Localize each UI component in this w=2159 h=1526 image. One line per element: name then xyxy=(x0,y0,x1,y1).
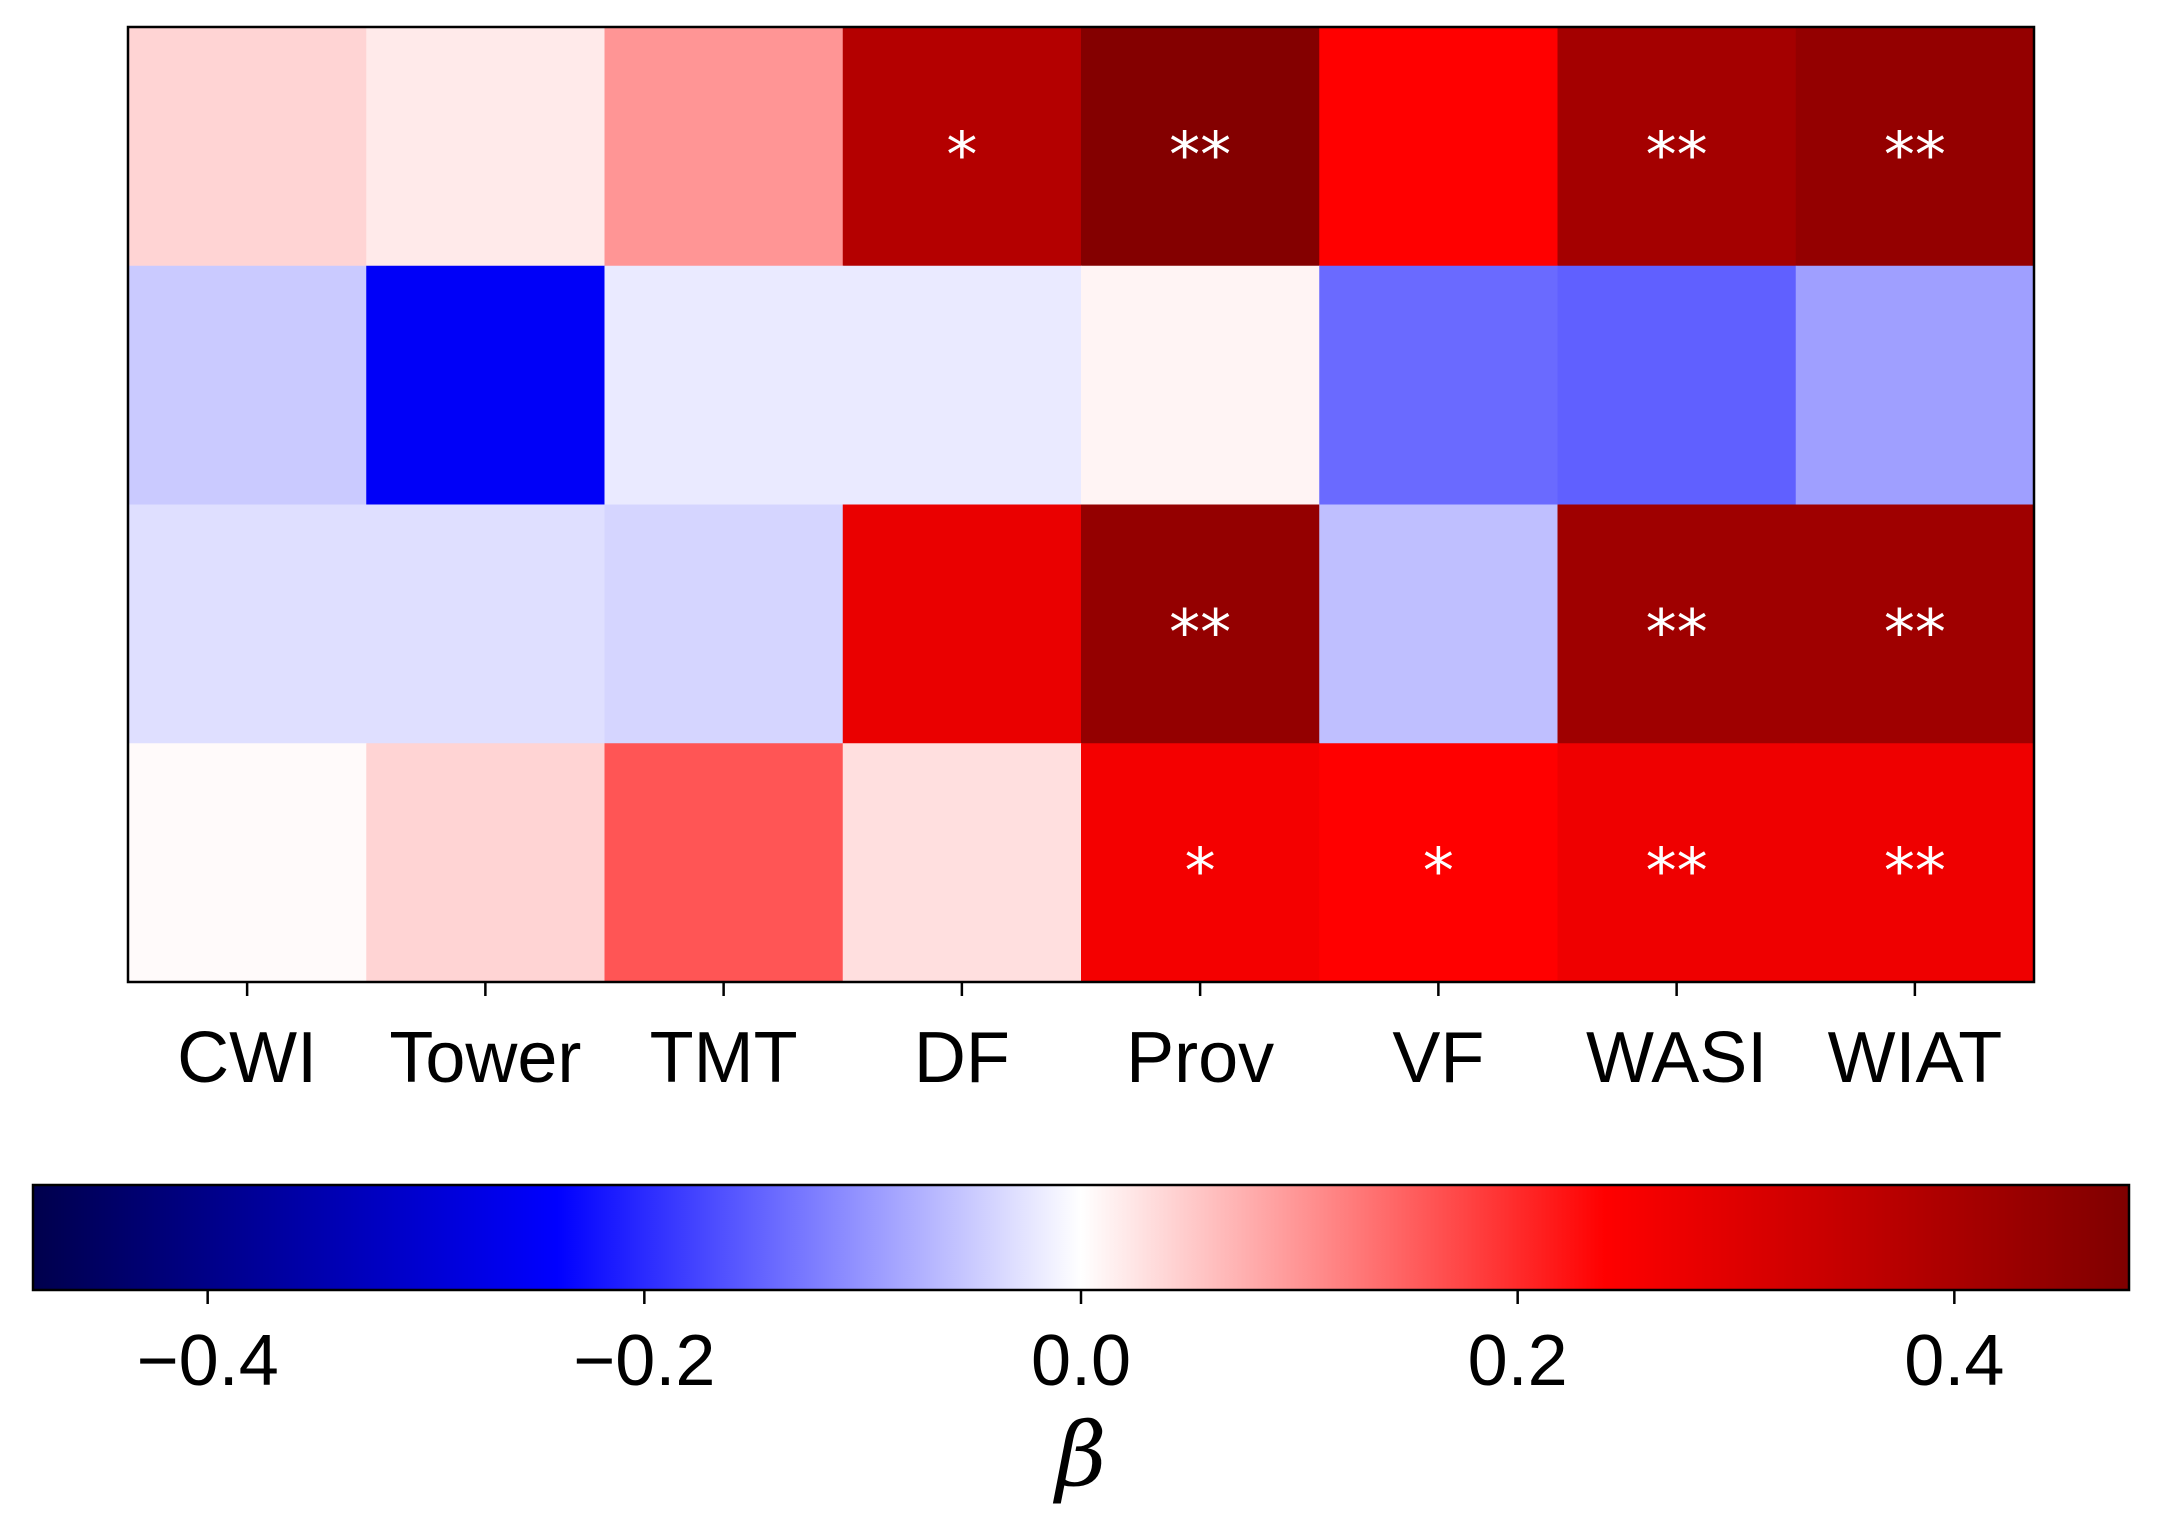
colorbar-tick-label: −0.4 xyxy=(137,1321,279,1401)
heatmap-cell xyxy=(1795,27,2035,267)
significance-marker: ** xyxy=(1884,118,1946,191)
colorbar-tick-label: 0.0 xyxy=(1031,1321,1131,1401)
heatmap-cell xyxy=(604,743,844,983)
heatmap-cell xyxy=(1557,743,1797,983)
heatmap-cell xyxy=(128,743,367,983)
significance-markers: * ** ** **** ** *** * ** ** xyxy=(946,118,1946,907)
heatmap-cell xyxy=(1081,743,1320,983)
significance-marker: ** xyxy=(1169,596,1231,669)
colorbar-tick-label: 0.2 xyxy=(1468,1321,1568,1401)
heatmap-cells xyxy=(128,27,2035,983)
colorbar xyxy=(31,1183,2131,1292)
heatmap-cell xyxy=(366,504,606,744)
heatmap-cell xyxy=(366,27,606,267)
significance-marker: * xyxy=(946,118,977,191)
colorbar-ticks xyxy=(206,1290,1956,1304)
heatmap-cell xyxy=(1319,743,1559,983)
heatmap-cell xyxy=(604,504,844,744)
significance-marker: ** xyxy=(1884,835,1946,908)
heatmap-cell xyxy=(366,265,606,506)
heatmap-cell xyxy=(842,743,1082,983)
heatmap-cell xyxy=(1795,265,2035,506)
heatmap-cell xyxy=(1557,504,1797,744)
heatmap-cell xyxy=(842,265,1082,506)
significance-marker: ** xyxy=(1884,596,1946,669)
significance-marker: ** xyxy=(1646,118,1708,191)
heatmap-cell xyxy=(1319,27,1559,267)
significance-marker: ** xyxy=(1646,835,1708,908)
heatmap-cell xyxy=(1795,743,2035,983)
heatmap-cell xyxy=(1081,27,1320,267)
heatmap-cell xyxy=(1081,265,1320,506)
x-tick-label: Tower xyxy=(389,1018,581,1098)
x-tick-label: TMT xyxy=(650,1018,798,1098)
heatmap-cell xyxy=(842,27,1082,267)
heatmap-cell xyxy=(1319,504,1559,744)
x-tick-label: DF xyxy=(914,1018,1010,1098)
colorbar-tick-labels: −0.4 −0.2 0.0 0.2 0.4 xyxy=(137,1321,2005,1401)
x-axis-tick-labels: CWI Tower TMT DF Prov VF WASI WIAT xyxy=(177,1018,2002,1098)
significance-marker: ** xyxy=(1646,596,1708,669)
heatmap-cell xyxy=(1557,27,1797,267)
heatmap-cell xyxy=(1795,504,2035,744)
colorbar-tick-label: −0.2 xyxy=(573,1321,715,1401)
heatmap-cell xyxy=(1557,265,1797,506)
heatmap-cell xyxy=(604,27,844,267)
heatmap-cell xyxy=(1081,504,1320,744)
x-tick-label: WIAT xyxy=(1828,1018,2003,1098)
colorbar-label: β xyxy=(1053,1403,1107,1506)
heatmap-cell xyxy=(128,504,367,744)
heatmap-cell xyxy=(128,265,367,506)
significance-marker: * xyxy=(1423,835,1454,908)
heatmap-cell xyxy=(128,27,367,267)
heatmap-cell xyxy=(842,504,1082,744)
heatmap-cell xyxy=(604,265,844,506)
x-axis-ticks xyxy=(245,982,1917,996)
x-tick-label: WASI xyxy=(1586,1018,1767,1098)
significance-marker: ** xyxy=(1169,118,1231,191)
x-tick-label: VF xyxy=(1392,1018,1484,1098)
significance-marker: * xyxy=(1185,835,1216,908)
heatmap-frame xyxy=(126,25,2036,984)
x-tick-label: Prov xyxy=(1126,1018,1274,1098)
heatmap-cell xyxy=(366,743,606,983)
x-tick-label: CWI xyxy=(177,1018,317,1098)
colorbar-tick-label: 0.4 xyxy=(1904,1321,2004,1401)
heatmap-cell xyxy=(1319,265,1559,506)
